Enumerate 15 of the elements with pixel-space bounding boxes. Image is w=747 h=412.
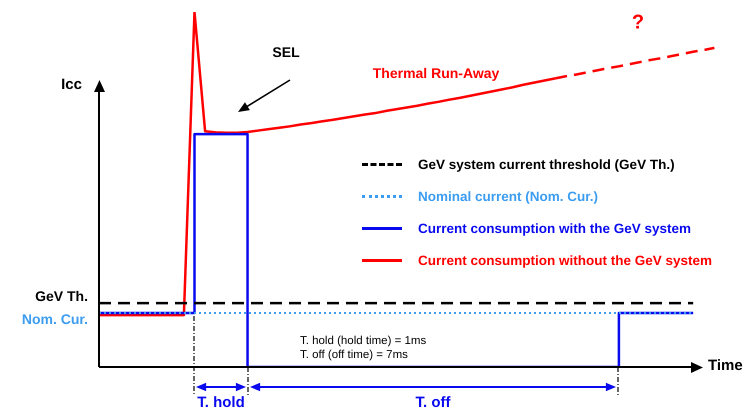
annotation: SEL xyxy=(272,44,300,60)
text: T. hold xyxy=(197,394,245,412)
legend-label: Current consumption with the GeV system xyxy=(418,220,692,236)
legend-label: Nominal current (Nom. Cur.) xyxy=(418,188,598,204)
text: GeV Th. xyxy=(35,288,88,304)
text: T. off xyxy=(416,394,452,412)
annotation: T. hold (hold time) = 1ms xyxy=(300,335,426,348)
y-axis-title: Icc xyxy=(61,76,82,94)
legend-label: Current consumption without the GeV system xyxy=(418,252,712,268)
annotation: ? xyxy=(632,12,644,34)
annotation: Thermal Run-Away xyxy=(372,64,500,81)
x-axis-title: Time xyxy=(708,357,743,374)
legend-label: GeV system current threshold (GeV Th.) xyxy=(418,156,675,172)
annotation: T. off (off time) = 7ms xyxy=(300,349,408,362)
text: Nom. Cur. xyxy=(22,310,88,327)
